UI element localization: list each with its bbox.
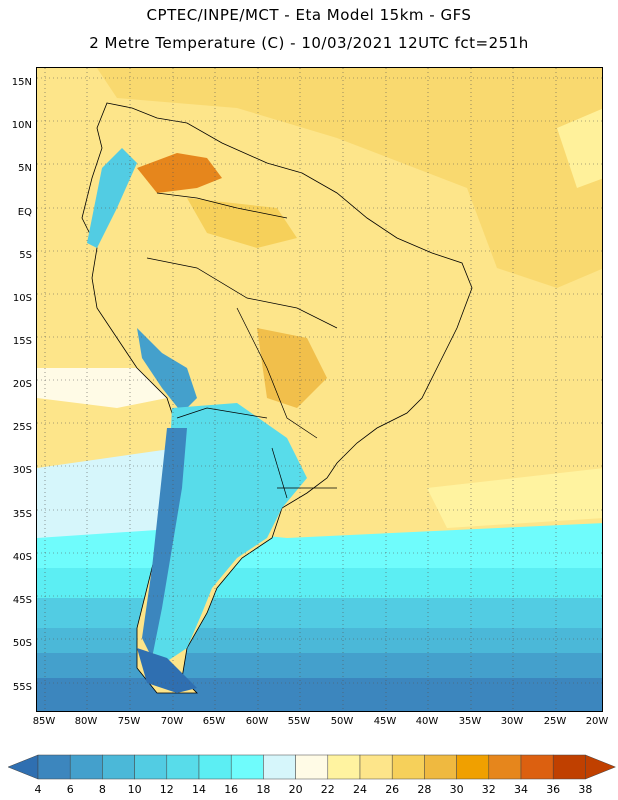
colorbar-swatch xyxy=(456,754,490,780)
colorbar-label: 20 xyxy=(288,783,303,796)
map-subtitle: 2 Metre Temperature (C) - 10/03/2021 12U… xyxy=(89,34,529,52)
southern-cone-cool xyxy=(147,403,307,668)
lat-label-55s: 55S xyxy=(12,682,32,693)
lat-label-50s: 50S xyxy=(12,638,32,649)
colorbar-swatch xyxy=(488,754,522,780)
colorbar-label: 26 xyxy=(385,783,400,796)
colorbar-arrow-left xyxy=(7,754,39,780)
colorbar-swatch xyxy=(230,754,264,780)
colorbar-swatch xyxy=(69,754,103,780)
colorbar-label: 36 xyxy=(546,783,561,796)
colorbar-label: 12 xyxy=(159,783,174,796)
lat-label-10s: 10S xyxy=(12,293,32,304)
ocean-band-22 xyxy=(427,468,602,528)
patagonia-tip xyxy=(137,648,197,693)
hot-zone-north xyxy=(187,198,297,248)
lon-label-50w: 50W xyxy=(330,716,354,727)
colorbar-swatch xyxy=(391,754,425,780)
lat-label-25s: 25S xyxy=(12,422,32,433)
ocean-band-20 xyxy=(37,368,167,408)
southern-cone-cold xyxy=(142,428,187,658)
colorbar-label: 16 xyxy=(224,783,239,796)
colorbar-label: 30 xyxy=(449,783,464,796)
lat-label-15s: 15S xyxy=(12,336,32,347)
lat-label-5n: 5N xyxy=(18,163,32,174)
ocean-band-8 xyxy=(37,653,602,678)
colorbar-label: 34 xyxy=(514,783,528,796)
colorbar-swatch xyxy=(134,754,168,780)
colorbar-label: 28 xyxy=(417,783,432,796)
lon-label-70w: 70W xyxy=(160,716,184,727)
ocean-band-28 xyxy=(97,68,602,288)
lon-label-25w: 25W xyxy=(543,716,567,727)
lat-label-35s: 35S xyxy=(12,509,32,520)
ocean-band-10 xyxy=(37,628,602,653)
lon-label-20w: 20W xyxy=(585,716,609,727)
map-title: CPTEC/INPE/MCT - Eta Model 15km - GFS xyxy=(146,6,472,24)
colorbar-label: 24 xyxy=(353,783,367,796)
lat-label-40s: 40S xyxy=(12,552,32,563)
lat-label-5s: 5S xyxy=(19,250,32,261)
colorbar-swatch xyxy=(359,754,393,780)
colorbar-swatch xyxy=(166,754,200,780)
colorbar-swatch xyxy=(424,754,457,780)
lon-label-85w: 85W xyxy=(32,716,56,727)
ocean-band-12 xyxy=(37,598,602,628)
lon-label-75w: 75W xyxy=(117,716,141,727)
hot-zone-brazil xyxy=(257,328,327,408)
lon-label-80w: 80W xyxy=(74,716,98,727)
colorbar-swatch xyxy=(327,754,361,780)
colorbar-label: 22 xyxy=(320,783,335,796)
lon-label-35w: 35W xyxy=(458,716,482,727)
colorbar-swatch xyxy=(198,754,232,780)
colorbar-label: 4 xyxy=(34,783,42,796)
andes-cold-central xyxy=(137,328,197,413)
lon-label-55w: 55W xyxy=(287,716,311,727)
lon-label-60w: 60W xyxy=(245,716,269,727)
colorbar-label: 8 xyxy=(98,783,106,796)
colorbar-label: 18 xyxy=(256,783,271,796)
lat-label-45s: 45S xyxy=(12,595,32,606)
colorbar-label: 32 xyxy=(481,783,496,796)
ocean-band-24-east xyxy=(557,108,602,188)
colorbar-swatch xyxy=(552,754,586,780)
ocean-band-18 xyxy=(37,448,187,548)
lat-label-20s: 20S xyxy=(12,379,32,390)
colorbar-swatch xyxy=(295,754,329,780)
lon-label-65w: 65W xyxy=(202,716,226,727)
andes-cold-north xyxy=(87,148,137,248)
colorbar-label: 6 xyxy=(66,783,74,796)
colorbar-label: 10 xyxy=(127,783,142,796)
graticule xyxy=(37,68,602,711)
colorbar-label: 38 xyxy=(578,783,593,796)
colorbar-swatch xyxy=(37,754,71,780)
color-scale-bar xyxy=(7,754,617,780)
colorbar-arrow-right xyxy=(585,754,617,780)
lat-label-eq: EQ xyxy=(17,207,32,218)
lon-label-30w: 30W xyxy=(500,716,524,727)
colorbar-label: 14 xyxy=(192,783,206,796)
colorbar-swatch xyxy=(520,754,554,780)
colorbar-swatch xyxy=(263,754,296,780)
colorbar-swatch xyxy=(102,754,135,780)
lat-label-15n: 15N xyxy=(11,77,32,88)
map-canvas xyxy=(37,68,602,711)
ocean-band-14 xyxy=(37,568,602,598)
lon-label-40w: 40W xyxy=(415,716,439,727)
country-borders xyxy=(146,192,338,499)
lat-label-30s: 30S xyxy=(12,465,32,476)
hot-zone-venezuela xyxy=(137,153,222,193)
lon-label-45w: 45W xyxy=(373,716,397,727)
lat-label-10n: 10N xyxy=(11,120,32,131)
temperature-map xyxy=(36,67,603,712)
